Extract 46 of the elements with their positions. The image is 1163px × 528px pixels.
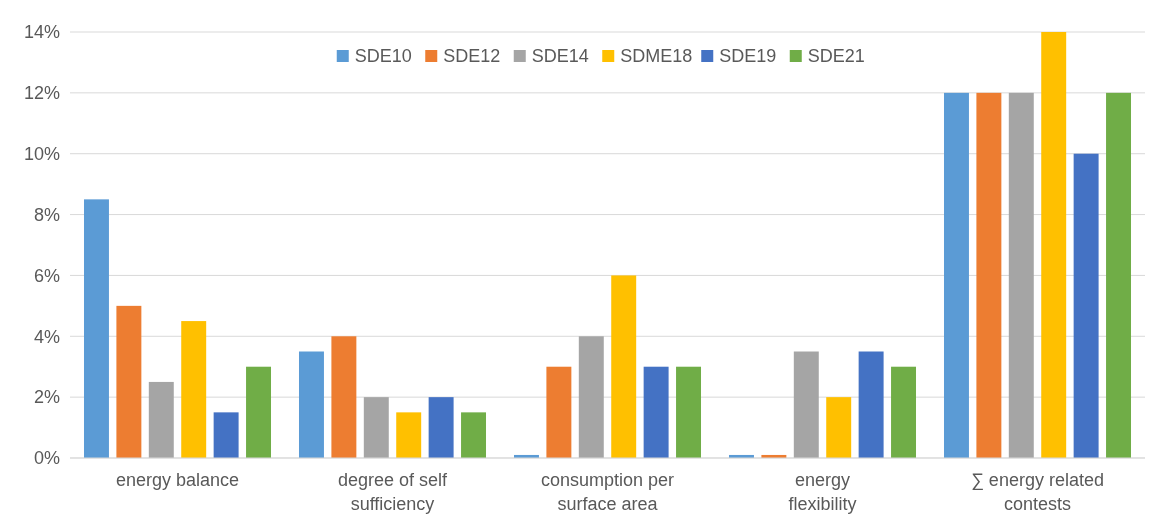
legend-label: SDE12 (443, 46, 501, 67)
y-tick-label: 6% (33, 265, 60, 286)
bar (943, 92, 969, 458)
y-tick-label: 0% (33, 448, 60, 469)
bar (1008, 92, 1034, 458)
legend-label: SDE14 (531, 46, 589, 67)
bar (148, 381, 174, 458)
bar (331, 336, 357, 458)
bar (578, 336, 604, 458)
bar (363, 397, 389, 458)
bar (461, 412, 487, 458)
bar (83, 199, 109, 458)
bar (428, 397, 454, 458)
y-tick-label: 14% (23, 22, 60, 43)
x-tick-label: ∑ energy related contests (971, 470, 1104, 514)
y-tick-label: 4% (33, 326, 60, 347)
bar (1073, 153, 1099, 458)
bar (246, 366, 272, 458)
x-tick-label: consumption per surface area (540, 470, 675, 514)
bar (396, 412, 422, 458)
y-tick-label: 12% (23, 83, 60, 104)
bar (676, 366, 702, 458)
x-tick-label: degree of self sufficiency (337, 470, 449, 514)
bar (793, 351, 819, 458)
y-tick-label: 2% (33, 387, 60, 408)
bar (546, 366, 572, 458)
bar (1106, 92, 1132, 458)
bar (116, 305, 142, 458)
bar (181, 321, 207, 458)
y-tick-label: 10% (23, 144, 60, 165)
bar (611, 275, 637, 458)
legend-label: SDME18 (620, 46, 693, 67)
legend-label: SDE10 (354, 46, 412, 67)
bar (213, 412, 239, 458)
bar (643, 366, 669, 458)
legend-label: SDE21 (807, 46, 865, 67)
bar (826, 397, 852, 458)
bar (298, 351, 324, 458)
x-tick-label: energy balance (115, 470, 240, 490)
bar (891, 366, 917, 458)
bar (1041, 32, 1067, 458)
bar (976, 92, 1002, 458)
x-tick-label: energy flexibility (788, 470, 857, 514)
y-tick-label: 8% (33, 204, 60, 225)
legend-label: SDE19 (719, 46, 777, 67)
bar (858, 351, 884, 458)
